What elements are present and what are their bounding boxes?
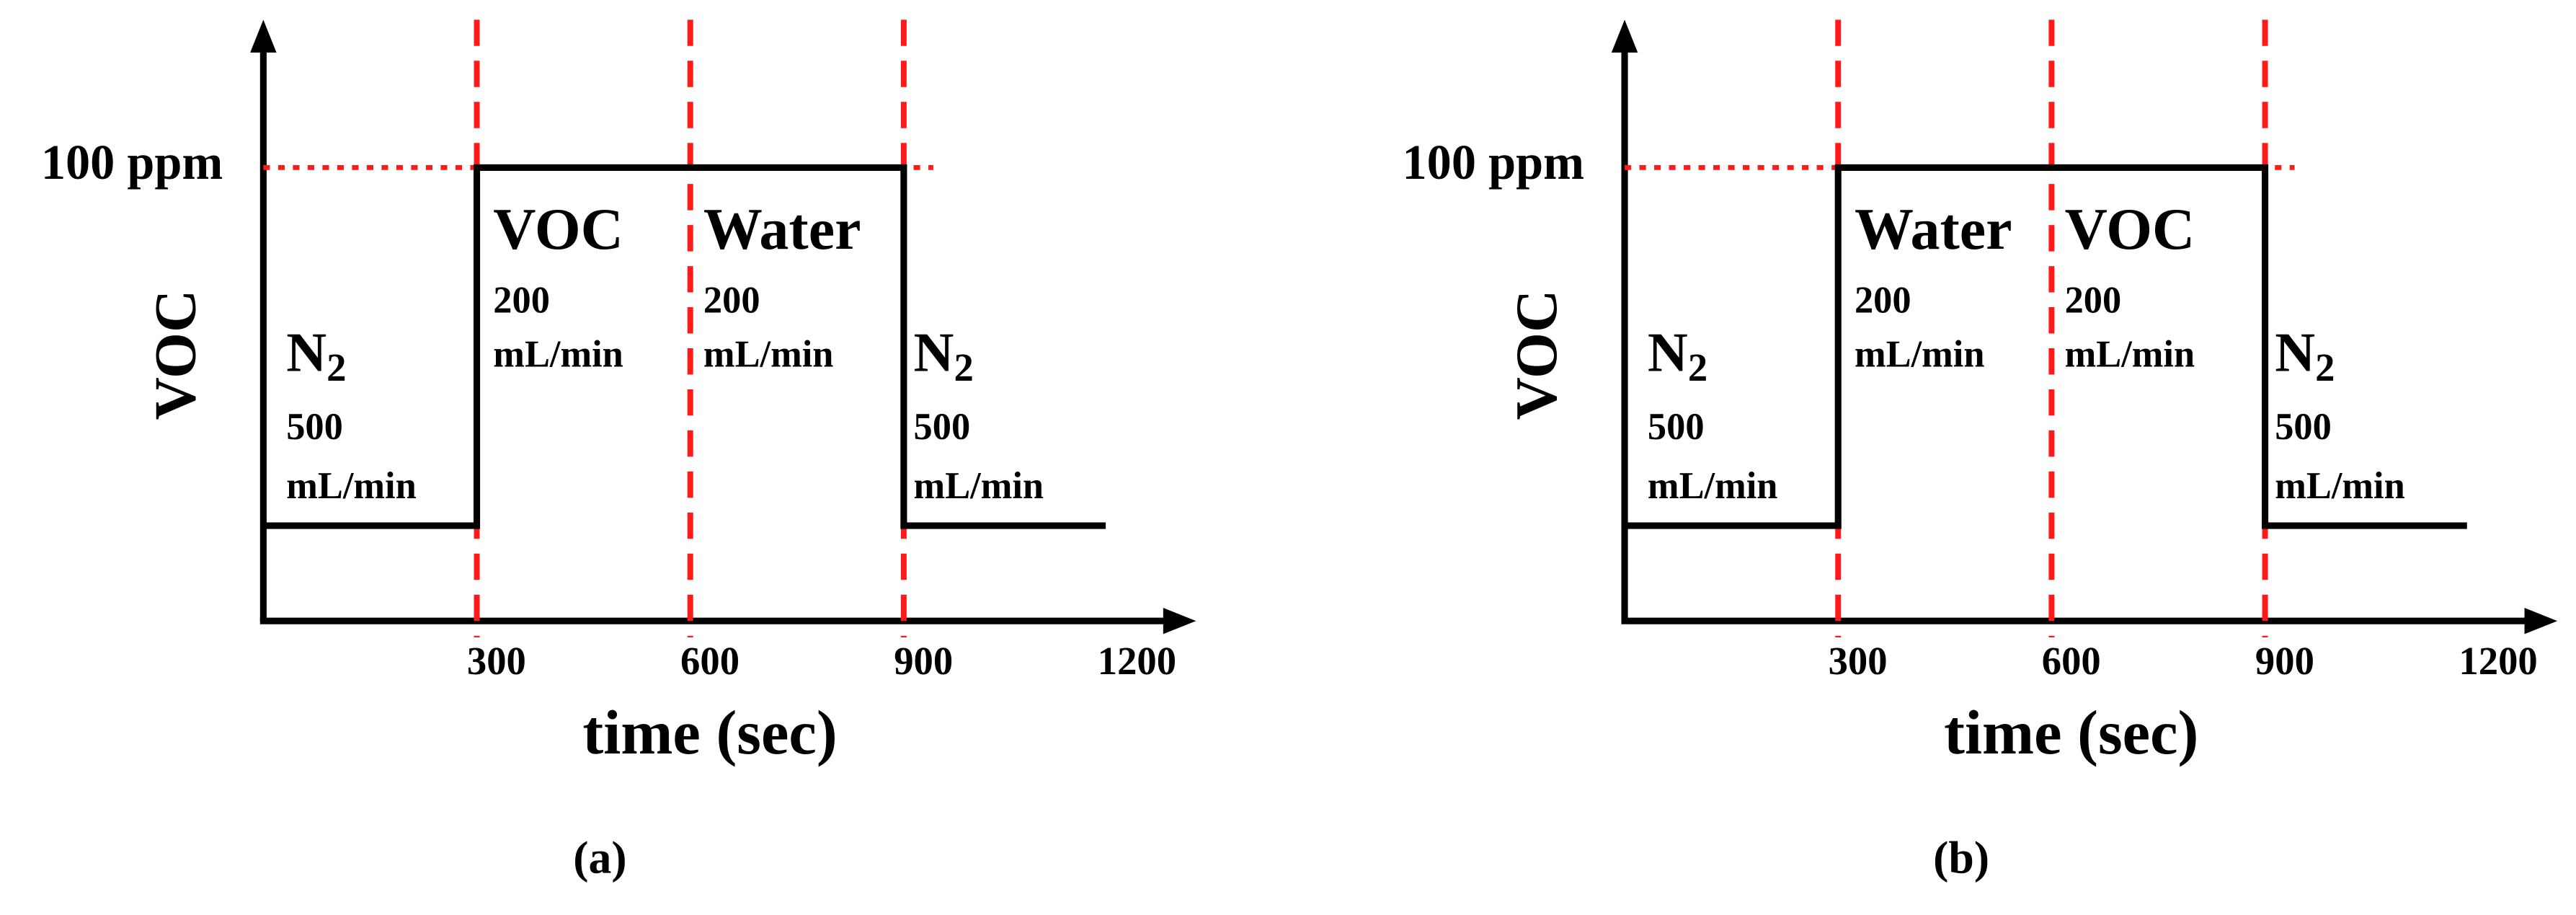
- gas-name: N: [2275, 321, 2315, 383]
- segment-flow: 200: [2065, 280, 2122, 322]
- level-label: 100 ppm: [41, 135, 223, 190]
- segment-unit: mL/min: [1855, 334, 1984, 376]
- x-axis-arrow: [1163, 607, 1196, 635]
- gas-name: Water: [703, 196, 861, 262]
- y-axis-arrow: [1611, 19, 1638, 53]
- segment-gas: VOC: [493, 196, 623, 262]
- x-tick-label: 300: [1829, 639, 1888, 683]
- segment-unit: mL/min: [493, 334, 623, 376]
- segment-flow: 500: [914, 406, 971, 448]
- concentration-profile: [1625, 164, 2467, 529]
- segment-gas: N2: [286, 321, 346, 389]
- segment-gas: N2: [914, 321, 974, 389]
- segment-gas: N2: [2275, 321, 2335, 389]
- y-axis-arrow: [250, 19, 277, 53]
- gas-name: VOC: [2065, 196, 2195, 262]
- segment-unit: mL/min: [1648, 465, 1777, 507]
- level-label: 100 ppm: [1403, 135, 1584, 190]
- gas-subscript: 2: [2315, 345, 2335, 389]
- gas-name: N: [914, 321, 954, 383]
- gas-name: N: [286, 321, 327, 383]
- segment-flow: 500: [2275, 406, 2332, 448]
- segment-flow: 200: [703, 280, 760, 322]
- gas-name: N: [1648, 321, 1688, 383]
- segment-gas: Water: [703, 196, 861, 262]
- x-axis-label: time (sec): [1944, 698, 2198, 767]
- x-tick-label: 900: [894, 639, 953, 683]
- segment-unit: mL/min: [2275, 465, 2404, 507]
- segment-flow: 500: [1648, 406, 1705, 448]
- gas-name: Water: [1855, 196, 2012, 262]
- x-axis-label: time (sec): [582, 698, 837, 767]
- segment-flow: 200: [1855, 280, 1911, 322]
- x-tick-label: 1200: [2459, 639, 2537, 683]
- gas-name: VOC: [493, 196, 623, 262]
- x-tick-label: 900: [2255, 639, 2314, 683]
- segment-flow: 200: [493, 280, 550, 322]
- segment-unit: mL/min: [286, 465, 416, 507]
- segment-unit: mL/min: [2065, 334, 2195, 376]
- segment-unit: mL/min: [914, 465, 1044, 507]
- gas-subscript: 2: [327, 345, 346, 389]
- y-axis-label: VOC: [1504, 290, 1569, 420]
- y-axis-label: VOC: [142, 290, 208, 420]
- gas-subscript: 2: [954, 345, 973, 389]
- x-tick-label: 600: [2042, 639, 2101, 683]
- x-tick-label: 300: [467, 639, 526, 683]
- caption: (b): [1933, 832, 1989, 883]
- x-axis-arrow: [2524, 607, 2558, 635]
- segment-unit: mL/min: [703, 334, 833, 376]
- segment-gas: Water: [1855, 196, 2012, 262]
- x-tick-label: 1200: [1098, 639, 1176, 683]
- segment-gas: N2: [1648, 321, 1707, 389]
- x-tick-label: 600: [680, 639, 740, 683]
- gas-subscript: 2: [1688, 345, 1707, 389]
- segment-gas: VOC: [2065, 196, 2195, 262]
- caption: (a): [573, 832, 626, 883]
- segment-flow: 500: [286, 406, 343, 448]
- concentration-profile: [263, 164, 1106, 529]
